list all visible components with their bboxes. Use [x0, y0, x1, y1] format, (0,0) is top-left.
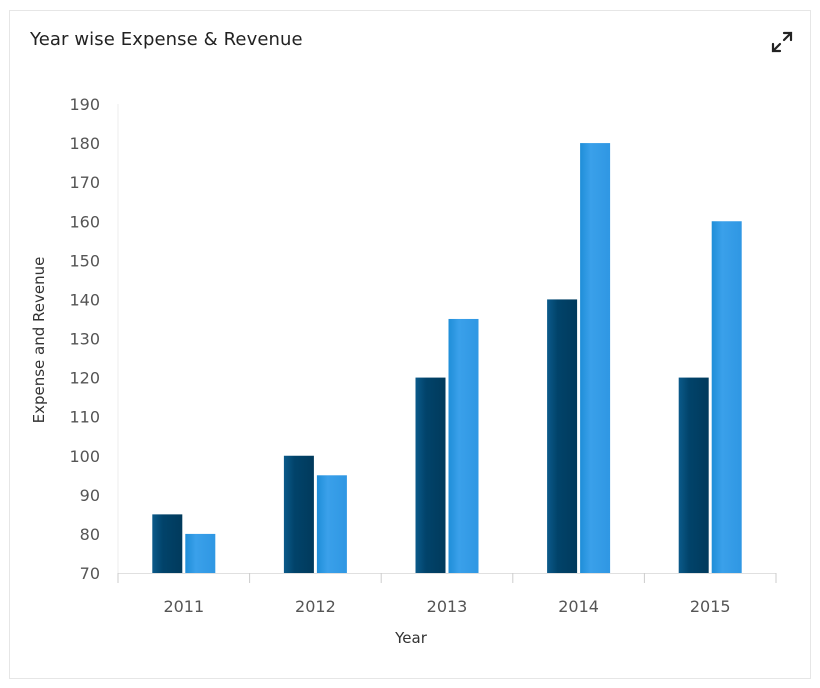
- bar-series-2-2011[interactable]: [185, 533, 216, 573]
- bar-series-1-2014[interactable]: [547, 299, 578, 573]
- x-tick-label: 2013: [427, 597, 468, 616]
- bar-series-2-2012[interactable]: [316, 475, 347, 573]
- y-tick-label: 90: [80, 486, 100, 505]
- x-axis: 2011 2012 2013 2014 2015: [117, 573, 777, 616]
- bar-series-2-2013[interactable]: [448, 318, 479, 573]
- bar-series-1-2013[interactable]: [415, 377, 446, 573]
- bar-series-1-2011[interactable]: [152, 514, 183, 573]
- y-tick-label: 180: [69, 134, 100, 153]
- bar-series-2-2015[interactable]: [711, 221, 742, 573]
- y-tick-label: 170: [69, 173, 100, 192]
- x-tick-label: 2015: [690, 597, 731, 616]
- x-axis-title: Year: [394, 629, 428, 647]
- y-tick-label: 130: [69, 330, 100, 349]
- y-tick-label: 120: [69, 369, 100, 388]
- bar-series-2-2014[interactable]: [580, 143, 611, 574]
- bar-series-1-2015[interactable]: [678, 377, 709, 573]
- y-axis-title: Expense and Revenue: [30, 257, 48, 424]
- chart-card: Year wise Expense & Revenue: [9, 10, 811, 679]
- x-tick-label: 2011: [163, 597, 204, 616]
- y-tick-label: 70: [80, 564, 100, 583]
- chart-title: Year wise Expense & Revenue: [30, 29, 303, 50]
- expand-icon[interactable]: [767, 27, 797, 57]
- y-tick-label: 110: [69, 408, 100, 427]
- x-tick-label: 2014: [558, 597, 599, 616]
- y-axis: 70 80 90 100 110 120 130 140 150 160 170 180 190: [69, 95, 119, 583]
- y-tick-label: 150: [69, 251, 100, 270]
- y-tick-label: 160: [69, 212, 100, 231]
- x-tick-label: 2012: [295, 597, 336, 616]
- y-tick-label: 190: [69, 95, 100, 114]
- y-tick-label: 140: [69, 290, 100, 309]
- y-tick-label: 100: [69, 447, 100, 466]
- bars-group: [152, 143, 742, 574]
- y-tick-label: 80: [80, 525, 100, 544]
- bar-series-1-2012[interactable]: [283, 455, 314, 573]
